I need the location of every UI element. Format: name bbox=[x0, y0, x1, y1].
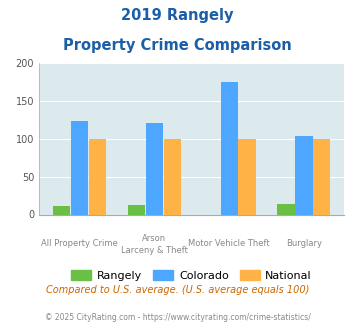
Text: 2019 Rangely: 2019 Rangely bbox=[121, 8, 234, 23]
Bar bbox=[313, 139, 331, 214]
Text: Compared to U.S. average. (U.S. average equals 100): Compared to U.S. average. (U.S. average … bbox=[46, 285, 309, 295]
Bar bbox=[53, 206, 70, 214]
Bar bbox=[220, 82, 238, 214]
Bar bbox=[89, 139, 106, 214]
Bar bbox=[71, 121, 88, 214]
Text: Burglary: Burglary bbox=[286, 240, 322, 248]
Legend: Rangely, Colorado, National: Rangely, Colorado, National bbox=[67, 266, 316, 285]
Bar bbox=[164, 139, 181, 214]
Text: Arson: Arson bbox=[142, 234, 166, 243]
Bar bbox=[146, 123, 163, 214]
Text: Larceny & Theft: Larceny & Theft bbox=[121, 247, 188, 255]
Text: All Property Crime: All Property Crime bbox=[41, 240, 118, 248]
Text: Property Crime Comparison: Property Crime Comparison bbox=[63, 38, 292, 53]
Bar bbox=[128, 205, 145, 214]
Text: © 2025 CityRating.com - https://www.cityrating.com/crime-statistics/: © 2025 CityRating.com - https://www.city… bbox=[45, 313, 310, 322]
Bar bbox=[277, 204, 295, 214]
Text: Motor Vehicle Theft: Motor Vehicle Theft bbox=[188, 240, 270, 248]
Bar bbox=[239, 139, 256, 214]
Bar bbox=[295, 136, 312, 214]
